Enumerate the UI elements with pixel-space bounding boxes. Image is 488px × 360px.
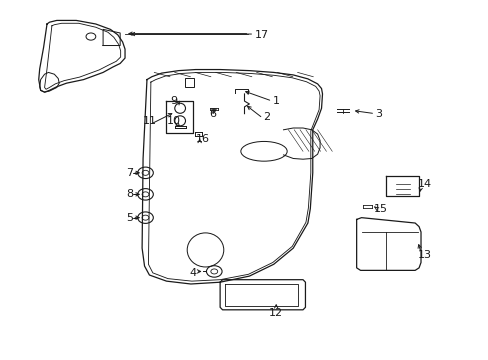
Text: 17: 17 [254, 30, 268, 40]
Text: 15: 15 [373, 204, 387, 214]
Text: 14: 14 [417, 179, 431, 189]
Text: 4: 4 [189, 268, 197, 278]
Text: 3: 3 [374, 109, 381, 119]
Text: 5: 5 [126, 213, 133, 222]
Text: 11: 11 [142, 116, 156, 126]
Text: 1: 1 [272, 96, 279, 106]
Text: 8: 8 [126, 189, 133, 199]
Bar [184, 78, 193, 87]
Text: 2: 2 [263, 112, 269, 122]
Text: 16: 16 [196, 134, 210, 144]
Text: 12: 12 [268, 308, 283, 318]
Text: 6: 6 [209, 109, 216, 119]
Text: 7: 7 [126, 168, 133, 178]
Text: 9: 9 [170, 96, 177, 106]
Text: 13: 13 [417, 250, 431, 260]
Text: 10: 10 [166, 116, 181, 126]
